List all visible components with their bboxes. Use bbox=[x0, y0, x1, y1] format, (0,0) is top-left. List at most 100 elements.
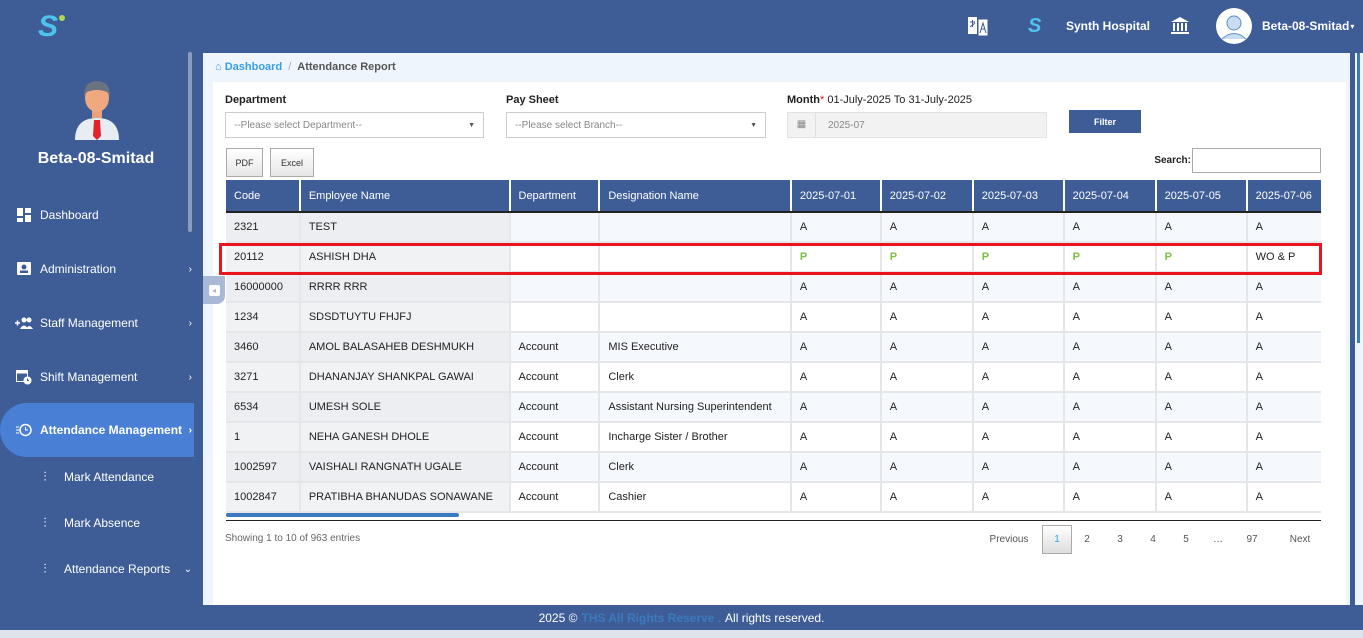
report-card: Department --Please select Department-- ▼… bbox=[213, 82, 1346, 605]
table-cell bbox=[509, 212, 601, 243]
translate-icon[interactable] bbox=[966, 0, 990, 52]
pagination-page[interactable]: 3 bbox=[1117, 534, 1123, 545]
table-cell: A bbox=[1063, 212, 1157, 243]
month-input[interactable]: ▦ 2025-07 bbox=[787, 112, 1047, 138]
table-cell: Clerk bbox=[599, 362, 792, 393]
top-bar: S S Synth Hospital Beta-08-Smitad ▾ bbox=[0, 0, 1363, 52]
pagination-next[interactable]: Next bbox=[1289, 534, 1311, 545]
user-menu[interactable]: Beta-08-Smitad ▾ bbox=[1262, 0, 1354, 52]
table-cell: 3271 bbox=[226, 362, 301, 393]
pagination-page[interactable]: 97 bbox=[1246, 534, 1258, 545]
chevron-right-icon: › bbox=[188, 317, 192, 329]
sidebar-item-attendance-management[interactable]: Attendance Management › bbox=[0, 403, 194, 457]
chevron-left-icon: ◂ bbox=[208, 284, 220, 296]
sidebar-item-shift-management[interactable]: Shift Management › bbox=[0, 357, 194, 397]
sidebar-collapse-toggle[interactable]: ◂ bbox=[203, 276, 225, 304]
table-cell: A bbox=[1246, 452, 1321, 483]
table-cell: A bbox=[1063, 482, 1157, 513]
column-header[interactable]: 2025-07-04 bbox=[1063, 180, 1157, 213]
table-cell: A bbox=[880, 482, 974, 513]
column-header[interactable]: 2025-07-05 bbox=[1155, 180, 1248, 213]
sidebar-item-staff-management[interactable]: Staff Management › bbox=[0, 303, 194, 343]
history-icon bbox=[15, 423, 33, 437]
page-scrollbar[interactable] bbox=[1355, 53, 1363, 605]
calendar-icon: ▦ bbox=[788, 113, 816, 137]
table-cell: A bbox=[1246, 272, 1321, 303]
filter-button[interactable]: Filter bbox=[1069, 110, 1141, 133]
table-cell: A bbox=[880, 272, 974, 303]
table-cell: A bbox=[790, 392, 882, 423]
user-avatar[interactable] bbox=[1216, 0, 1252, 52]
table-cell: Account bbox=[509, 482, 601, 513]
table-cell: 1 bbox=[226, 422, 301, 453]
search-input[interactable] bbox=[1192, 148, 1321, 173]
hospital-name[interactable]: Synth Hospital bbox=[1066, 19, 1151, 33]
table-cell: A bbox=[972, 332, 1065, 363]
pagination-page[interactable]: 2 bbox=[1084, 534, 1090, 545]
sidebar-item-dashboard[interactable]: Dashboard bbox=[0, 195, 194, 235]
table-cell: 1234 bbox=[226, 302, 301, 333]
table-cell: A bbox=[1063, 452, 1157, 483]
table-cell: 6534 bbox=[226, 392, 301, 423]
table-cell: P bbox=[1063, 242, 1157, 273]
department-select[interactable]: --Please select Department-- ▼ bbox=[225, 112, 484, 138]
column-header[interactable]: 2025-07-03 bbox=[972, 180, 1065, 213]
breadcrumb-separator: / bbox=[288, 61, 292, 73]
hospital-logo-icon: S bbox=[1028, 14, 1042, 37]
pagination-page[interactable]: 1 bbox=[1042, 525, 1072, 554]
pagination-previous[interactable]: Previous bbox=[989, 534, 1029, 545]
column-header[interactable]: Employee Name bbox=[299, 180, 511, 213]
department-placeholder: --Please select Department-- bbox=[234, 119, 362, 131]
table-cell: 16000000 bbox=[226, 272, 301, 303]
table-cell: A bbox=[1155, 302, 1248, 333]
pagination-page: … bbox=[1213, 534, 1223, 545]
table-cell: A bbox=[1246, 392, 1321, 423]
footer: 2025 © THS All Rights Reserve . All rights… bbox=[0, 605, 1363, 630]
table-horizontal-scrollbar[interactable] bbox=[226, 513, 459, 517]
sidebar-item-mark-attendance[interactable]: ⫶ Mark Attendance bbox=[0, 457, 194, 497]
table-cell bbox=[599, 242, 792, 273]
table-cell: 1002847 bbox=[226, 482, 301, 513]
table-cell: A bbox=[880, 362, 974, 393]
column-header[interactable]: Designation Name bbox=[599, 180, 792, 213]
table-cell: A bbox=[972, 302, 1065, 333]
column-header[interactable]: 2025-07-01 bbox=[790, 180, 882, 213]
table-cell: A bbox=[1155, 422, 1248, 453]
sidebar-item-attendance-reports[interactable]: ⫶ Attendance Reports ⌄ bbox=[0, 549, 194, 589]
excel-button[interactable]: Excel bbox=[270, 148, 314, 177]
profile-avatar bbox=[75, 81, 119, 140]
table-cell: A bbox=[1246, 212, 1321, 243]
table-cell: A bbox=[1246, 482, 1321, 513]
sliders-icon: ⫶ bbox=[43, 515, 47, 530]
bank-icon[interactable] bbox=[1170, 0, 1190, 52]
pagination-page[interactable]: 5 bbox=[1183, 534, 1189, 545]
table-cell: A bbox=[880, 422, 974, 453]
table-cell: A bbox=[1246, 362, 1321, 393]
pagination-page[interactable]: 4 bbox=[1150, 534, 1156, 545]
table-cell: A bbox=[1063, 392, 1157, 423]
user-name: Beta-08-Smitad bbox=[1262, 19, 1350, 33]
home-icon: ⌂ bbox=[215, 61, 222, 73]
app-logo[interactable]: S bbox=[38, 10, 66, 44]
column-header[interactable]: 2025-07-06 bbox=[1246, 180, 1321, 213]
highlight-annotation bbox=[219, 243, 1322, 275]
table-cell bbox=[509, 242, 601, 273]
sidebar-item-mark-absence[interactable]: ⫶ Mark Absence bbox=[0, 503, 194, 543]
footer-brand-link[interactable]: THS All Rights Reserve . bbox=[581, 610, 722, 625]
chevron-right-icon: › bbox=[188, 424, 192, 436]
column-header[interactable]: 2025-07-02 bbox=[880, 180, 974, 213]
paysheet-select[interactable]: --Please select Branch-- ▼ bbox=[506, 112, 766, 138]
pdf-button[interactable]: PDF bbox=[226, 148, 263, 177]
breadcrumb-home[interactable]: ⌂ Dashboard bbox=[215, 61, 282, 73]
attendance-table: Code Employee Name Department Designation N… bbox=[226, 180, 1321, 520]
table-cell: 20112 bbox=[226, 242, 301, 273]
sidebar-scrollbar[interactable] bbox=[188, 52, 192, 232]
sidebar-item-administration[interactable]: Administration › bbox=[0, 249, 194, 289]
column-header[interactable]: Department bbox=[509, 180, 601, 213]
column-header[interactable]: Code bbox=[226, 180, 301, 213]
sidebar: Beta-08-Smitad Dashboard Administration ›… bbox=[0, 52, 200, 605]
table-cell: Account bbox=[509, 392, 601, 423]
table-cell: 1002597 bbox=[226, 452, 301, 483]
table-cell: A bbox=[972, 362, 1065, 393]
